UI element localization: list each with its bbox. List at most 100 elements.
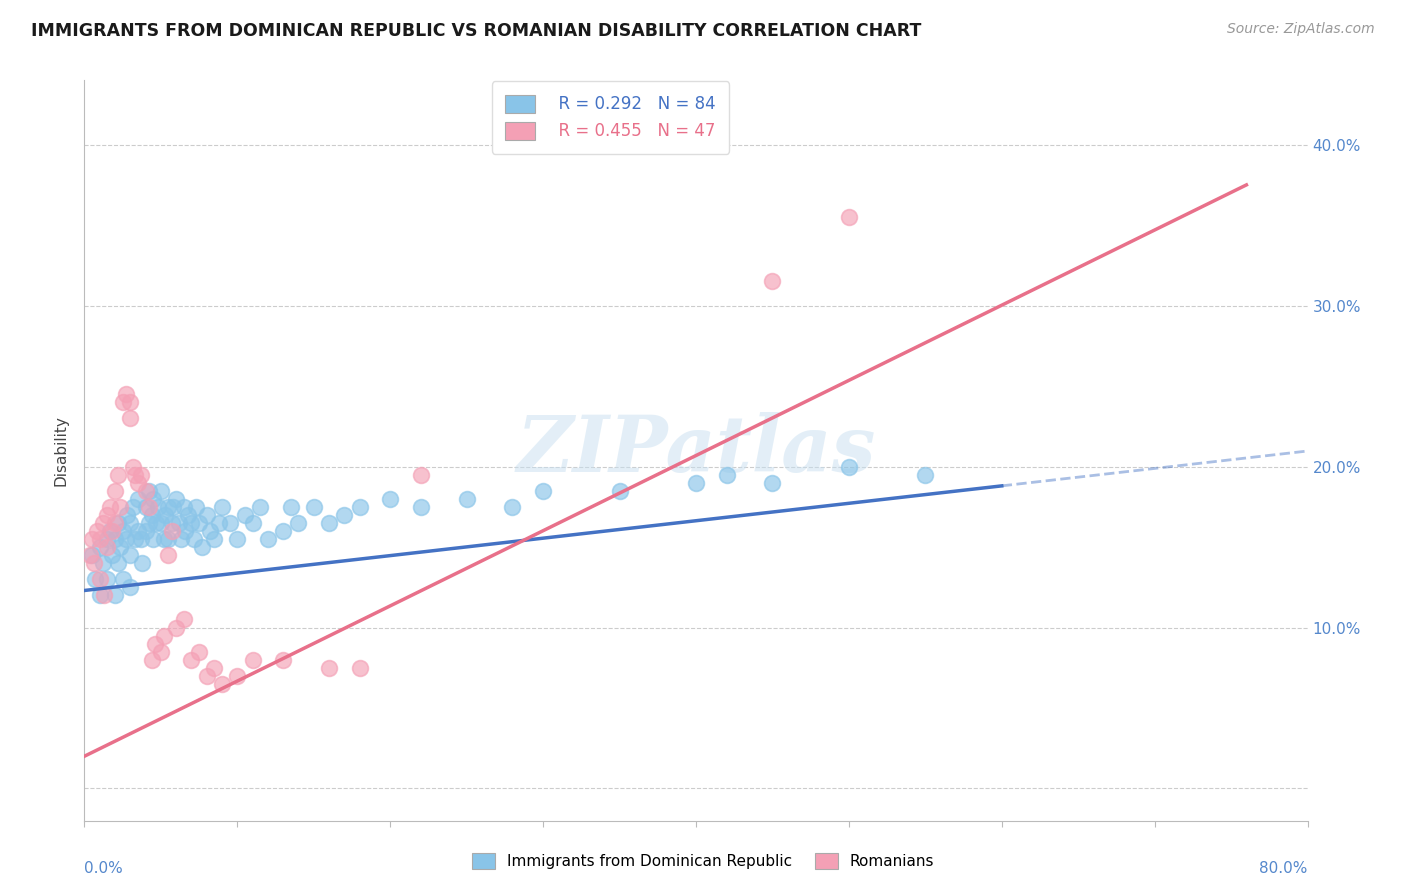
Point bbox=[198, 524, 221, 538]
Point bbox=[191, 540, 214, 554]
Point bbox=[183, 532, 205, 546]
Point bbox=[91, 516, 114, 530]
Point bbox=[86, 524, 108, 538]
Point bbox=[80, 532, 103, 546]
Point bbox=[208, 516, 231, 530]
Point bbox=[96, 572, 118, 586]
Point bbox=[89, 572, 111, 586]
Point bbox=[111, 572, 134, 586]
Point bbox=[211, 677, 233, 691]
Point bbox=[188, 645, 211, 659]
Point bbox=[761, 475, 783, 490]
Point bbox=[318, 516, 340, 530]
Point bbox=[242, 653, 264, 667]
Point bbox=[162, 500, 184, 514]
Point bbox=[226, 532, 249, 546]
Point bbox=[184, 500, 207, 514]
Point bbox=[131, 556, 153, 570]
Point bbox=[218, 516, 240, 530]
Point bbox=[127, 491, 149, 506]
Point bbox=[149, 645, 172, 659]
Point bbox=[257, 532, 280, 546]
Point bbox=[89, 540, 111, 554]
Point bbox=[141, 653, 163, 667]
Point bbox=[165, 620, 187, 634]
Legend:   R = 0.292   N = 84,   R = 0.455   N = 47: R = 0.292 N = 84, R = 0.455 N = 47 bbox=[492, 81, 730, 153]
Point bbox=[124, 532, 146, 546]
Point bbox=[96, 540, 118, 554]
Point bbox=[149, 483, 172, 498]
Point bbox=[271, 524, 294, 538]
Point bbox=[135, 524, 157, 538]
Point bbox=[80, 548, 103, 562]
Point bbox=[502, 500, 524, 514]
Point bbox=[124, 467, 146, 482]
Point bbox=[609, 483, 631, 498]
Point bbox=[838, 459, 860, 474]
Point bbox=[456, 491, 478, 506]
Point bbox=[188, 516, 211, 530]
Point bbox=[167, 516, 190, 530]
Point bbox=[349, 661, 371, 675]
Point bbox=[180, 516, 202, 530]
Point bbox=[108, 500, 131, 514]
Point bbox=[202, 532, 225, 546]
Point bbox=[111, 524, 134, 538]
Point bbox=[280, 500, 302, 514]
Point bbox=[180, 653, 202, 667]
Point bbox=[101, 548, 124, 562]
Point bbox=[101, 524, 124, 538]
Point bbox=[914, 467, 936, 482]
Point bbox=[173, 500, 195, 514]
Point bbox=[153, 532, 176, 546]
Text: IMMIGRANTS FROM DOMINICAN REPUBLIC VS ROMANIAN DISABILITY CORRELATION CHART: IMMIGRANTS FROM DOMINICAN REPUBLIC VS RO… bbox=[31, 22, 921, 40]
Point bbox=[143, 637, 166, 651]
Point bbox=[242, 516, 264, 530]
Point bbox=[120, 411, 142, 425]
Point bbox=[83, 556, 105, 570]
Point bbox=[114, 387, 136, 401]
Point bbox=[195, 669, 218, 683]
Point bbox=[129, 467, 152, 482]
Point bbox=[318, 661, 340, 675]
Point bbox=[120, 516, 142, 530]
Point bbox=[93, 588, 115, 602]
Point bbox=[114, 532, 136, 546]
Point bbox=[146, 500, 169, 514]
Point bbox=[141, 508, 163, 522]
Point bbox=[349, 500, 371, 514]
Point bbox=[127, 475, 149, 490]
Point bbox=[108, 540, 131, 554]
Point bbox=[409, 467, 432, 482]
Point bbox=[122, 459, 145, 474]
Point bbox=[271, 653, 294, 667]
Point bbox=[160, 524, 183, 538]
Point bbox=[79, 548, 101, 562]
Point bbox=[142, 491, 165, 506]
Point bbox=[716, 467, 738, 482]
Point bbox=[165, 491, 187, 506]
Point bbox=[153, 628, 176, 642]
Point bbox=[89, 588, 111, 602]
Point bbox=[302, 500, 325, 514]
Point bbox=[177, 508, 200, 522]
Text: 0.0%: 0.0% bbox=[84, 862, 124, 876]
Legend: Immigrants from Dominican Republic, Romanians: Immigrants from Dominican Republic, Roma… bbox=[465, 847, 941, 875]
Point bbox=[135, 500, 157, 514]
Point bbox=[138, 483, 160, 498]
Point bbox=[173, 612, 195, 626]
Point bbox=[107, 467, 129, 482]
Point bbox=[211, 500, 233, 514]
Point bbox=[170, 532, 193, 546]
Point bbox=[409, 500, 432, 514]
Point bbox=[233, 508, 256, 522]
Point bbox=[531, 483, 554, 498]
Point bbox=[138, 516, 160, 530]
Point bbox=[120, 548, 142, 562]
Point bbox=[104, 516, 127, 530]
Point bbox=[685, 475, 707, 490]
Point bbox=[333, 508, 356, 522]
Point bbox=[104, 588, 127, 602]
Point bbox=[155, 508, 177, 522]
Point bbox=[98, 524, 121, 538]
